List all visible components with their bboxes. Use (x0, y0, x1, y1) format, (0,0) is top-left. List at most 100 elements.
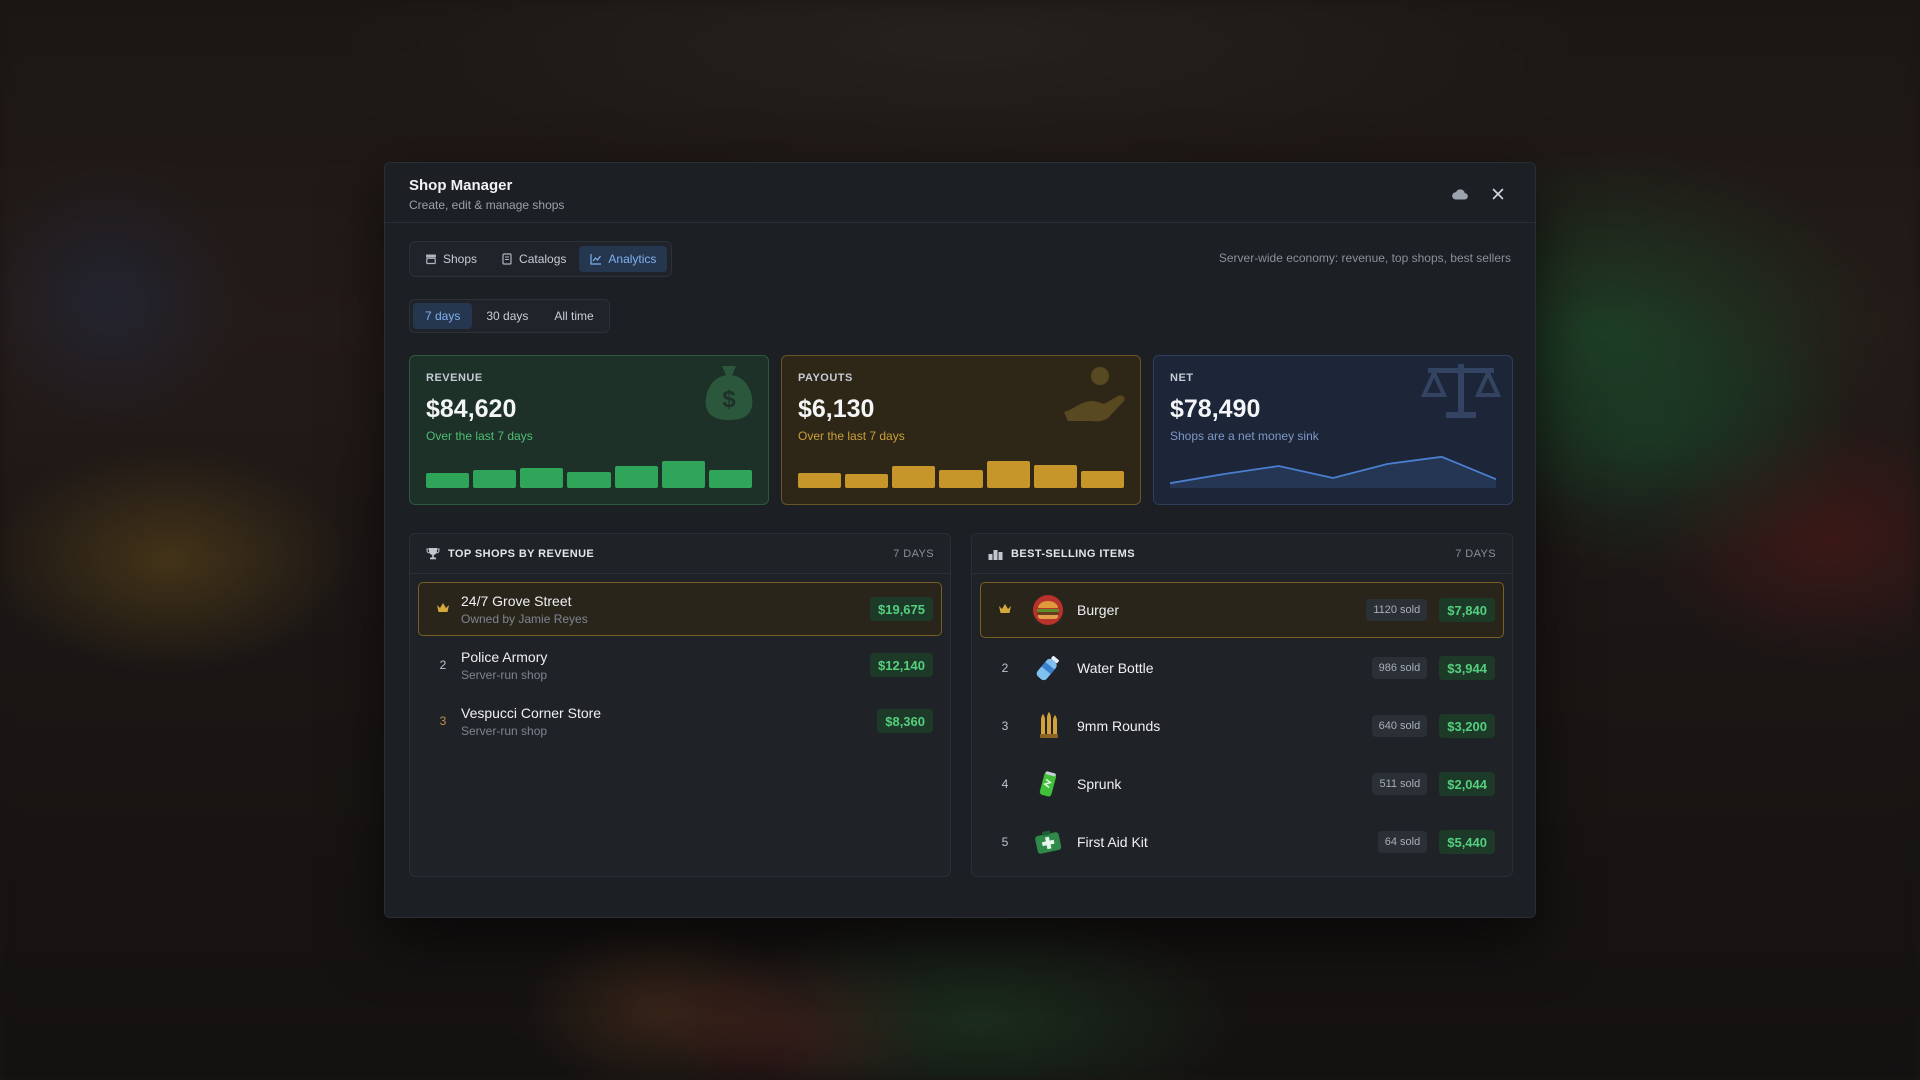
item-name: Sprunk (1077, 776, 1122, 792)
top-shops-header: TOP SHOPS BY REVENUE 7 DAYS (410, 534, 950, 574)
item-rank: 3 (1001, 719, 1009, 733)
tab-bar: Shops Catalogs Analytics (409, 241, 673, 277)
window-header: Shop Manager Create, edit & manage shops (385, 163, 1535, 223)
shop-owner: Server-run shop (461, 667, 548, 682)
trend-bar (892, 466, 936, 488)
ammo-icon (1031, 709, 1065, 743)
item-row[interactable]: 2 Water Bottle 986 sold $3,944 (980, 640, 1504, 696)
top-shops-panel: TOP SHOPS BY REVENUE 7 DAYS 24/7 Grove S… (409, 533, 951, 877)
payouts-label: PAYOUTS (798, 372, 853, 384)
item-name: Water Bottle (1077, 660, 1154, 676)
item-revenue: $5,440 (1439, 830, 1495, 854)
trend-bar (661, 461, 705, 488)
trend-bar (708, 470, 752, 488)
time-range-selector: 7 days 30 days All time (409, 299, 610, 333)
book-icon (502, 253, 512, 265)
item-name: 9mm Rounds (1077, 718, 1161, 734)
shop-revenue: $8,360 (877, 709, 933, 733)
item-sold-count: 64 sold (1377, 831, 1428, 853)
shop-name: Vespucci Corner Store (461, 704, 602, 721)
item-revenue: $3,944 (1439, 656, 1495, 680)
shop-name: Police Armory (461, 648, 548, 665)
item-row[interactable]: 5 First Aid Kit 64 sold $5,440 (980, 814, 1504, 870)
window-title: Shop Manager (409, 177, 513, 194)
net-sparkline-line (1170, 455, 1496, 485)
trend-bar (1033, 465, 1077, 488)
trend-bar (986, 461, 1030, 488)
trend-bar (845, 474, 889, 488)
trend-bar (520, 468, 564, 488)
revenue-card: $ REVENUE $84,620 Over the last 7 days (409, 355, 769, 505)
item-sold-count: 511 sold (1372, 773, 1428, 795)
shop-row[interactable]: 24/7 Grove Street Owned by Jamie Reyes $… (418, 582, 942, 636)
item-rank: 5 (1001, 835, 1009, 849)
item-revenue: $2,044 (1439, 772, 1495, 796)
tab-catalogs[interactable]: Catalogs (490, 246, 577, 272)
net-value: $78,490 (1170, 395, 1261, 423)
shop-info: Police Armory Server-run shop (461, 649, 547, 682)
payouts-bars (798, 454, 1124, 488)
item-row[interactable]: 4 Sprunk 511 sold $2,044 (980, 756, 1504, 812)
best-sellers-header: BEST-SELLING ITEMS 7 DAYS (972, 534, 1512, 574)
header-actions (1449, 183, 1509, 205)
trend-bar (798, 473, 842, 488)
tab-shops[interactable]: Shops (414, 246, 488, 272)
shop-row[interactable]: 3 Vespucci Corner Store Server-run shop … (418, 694, 942, 748)
tab-label: Analytics (608, 252, 657, 266)
trend-bar (1080, 471, 1124, 488)
shop-owner: Server-run shop (461, 723, 548, 738)
range-7-days[interactable]: 7 days (413, 303, 473, 329)
tab-label: Catalogs (519, 252, 567, 266)
shop-info: Vespucci Corner Store Server-run shop (461, 705, 601, 738)
store-icon (426, 254, 436, 265)
item-row[interactable]: Burger 1120 sold $7,840 (980, 582, 1504, 638)
item-sold-count: 1120 sold (1366, 599, 1428, 621)
revenue-label: REVENUE (426, 372, 483, 384)
shop-row[interactable]: 2 Police Armory Server-run shop $12,140 (418, 638, 942, 692)
shop-info: 24/7 Grove Street Owned by Jamie Reyes (461, 593, 588, 626)
best-sellers-panel: BEST-SELLING ITEMS 7 DAYS Burger 1120 so… (971, 533, 1513, 877)
shop-rank: 2 (439, 658, 447, 672)
item-sold-count: 640 sold (1371, 715, 1428, 737)
net-label: NET (1170, 372, 1194, 384)
stat-cards: $ REVENUE $84,620 Over the last 7 days P… (409, 355, 1513, 505)
payouts-value: $6,130 (798, 395, 875, 423)
item-sold-count: 986 sold (1371, 657, 1428, 679)
range-30-days[interactable]: 30 days (486, 309, 529, 323)
net-subtext: Shops are a net money sink (1170, 429, 1319, 443)
item-rank: 4 (1001, 777, 1009, 791)
burger-icon (1031, 593, 1065, 627)
panel-period: 7 DAYS (893, 547, 934, 560)
trend-bar (567, 472, 611, 488)
trend-bar (473, 470, 517, 488)
item-revenue: $7,840 (1439, 598, 1495, 622)
payouts-subtext: Over the last 7 days (798, 429, 905, 443)
dollar-bag-icon: $ (705, 366, 753, 420)
item-row[interactable]: 3 9mm Rounds 640 sold $3,200 (980, 698, 1504, 754)
item-rank: 2 (1001, 661, 1009, 675)
close-icon[interactable] (1487, 183, 1509, 205)
shop-manager-window: Shop Manager Create, edit & manage shops… (384, 162, 1536, 918)
shop-name: 24/7 Grove Street (461, 592, 572, 609)
first-aid-kit-icon (1031, 825, 1065, 859)
window-subtitle: Create, edit & manage shops (409, 198, 565, 212)
trophy-icon (426, 548, 440, 560)
toolbar-hint: Server-wide economy: revenue, top shops,… (1218, 251, 1511, 265)
panel-title: BEST-SELLING ITEMS (1011, 547, 1135, 560)
panel-title: TOP SHOPS BY REVENUE (448, 547, 595, 560)
svg-text:$: $ (722, 386, 736, 413)
cloud-icon[interactable] (1449, 183, 1471, 205)
toolbar: Shops Catalogs Analytics Server-wide eco… (409, 241, 1511, 277)
shop-owner: Owned by Jamie Reyes (461, 611, 588, 626)
shop-rank: 3 (439, 714, 447, 728)
item-name: Burger (1077, 602, 1120, 618)
top-shops-list: 24/7 Grove Street Owned by Jamie Reyes $… (410, 574, 950, 758)
crown-icon (431, 602, 455, 616)
soda-can-icon (1031, 767, 1065, 801)
range-all-time[interactable]: All time (554, 309, 594, 323)
shop-revenue: $12,140 (870, 653, 933, 677)
trend-bar (426, 473, 470, 488)
best-sellers-list: Burger 1120 sold $7,840 2 Water Bottle 9… (972, 574, 1512, 876)
revenue-subtext: Over the last 7 days (426, 429, 533, 443)
tab-analytics[interactable]: Analytics (579, 246, 668, 272)
